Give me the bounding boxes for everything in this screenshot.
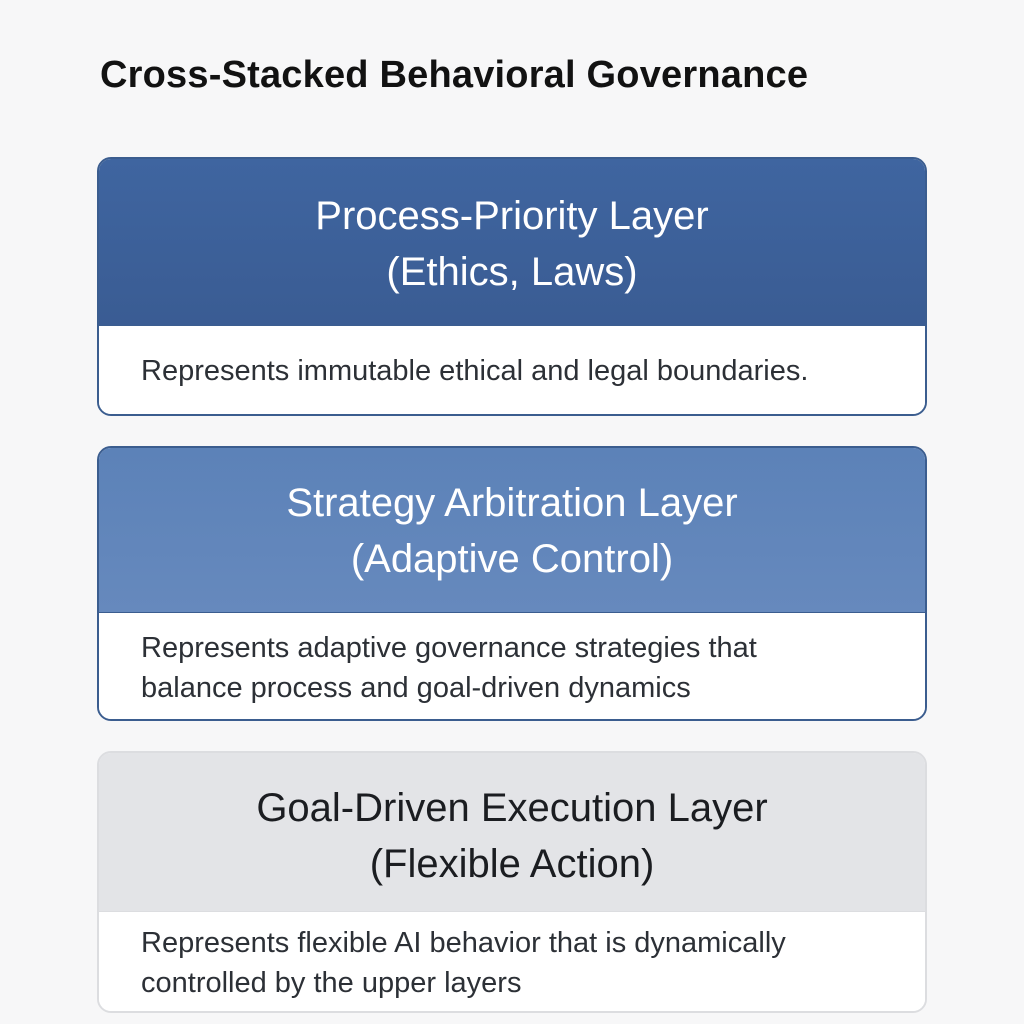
diagram-title: Cross-Stacked Behavioral Governance (100, 54, 809, 96)
layer-description-line: controlled by the upper layers (141, 966, 522, 999)
layer-subheading: (Flexible Action) (369, 842, 655, 886)
layer-description: Represents flexible AI behavior that is … (99, 911, 925, 1011)
layer-header: Process-Priority Layer (Ethics, Laws) (99, 159, 925, 325)
layer-heading: Process-Priority Layer (315, 194, 709, 238)
layer-description-line: balance process and goal-driven dynamics (141, 672, 691, 704)
layer-heading: Strategy Arbitration Layer (286, 481, 738, 525)
layer-heading: Goal-Driven Execution Layer (256, 786, 768, 830)
layer-subheading: (Ethics, Laws) (386, 250, 638, 294)
layer-process-priority: Process-Priority Layer (Ethics, Laws) Re… (97, 157, 927, 416)
layer-description-line: Represents adaptive governance strategie… (141, 632, 757, 664)
layer-description-line: Represents immutable ethical and legal b… (141, 355, 809, 387)
layer-goal-driven-execution: Goal-Driven Execution Layer (Flexible Ac… (97, 751, 927, 1013)
layer-header: Goal-Driven Execution Layer (Flexible Ac… (99, 753, 925, 911)
layer-description: Represents adaptive governance strategie… (99, 612, 925, 719)
layer-header: Strategy Arbitration Layer (Adaptive Con… (99, 448, 925, 612)
layer-subheading: (Adaptive Control) (350, 537, 674, 581)
layer-description-line: Represents flexible AI behavior that is … (141, 926, 786, 959)
layer-description: Represents immutable ethical and legal b… (99, 325, 925, 414)
layer-strategy-arbitration: Strategy Arbitration Layer (Adaptive Con… (97, 446, 927, 721)
